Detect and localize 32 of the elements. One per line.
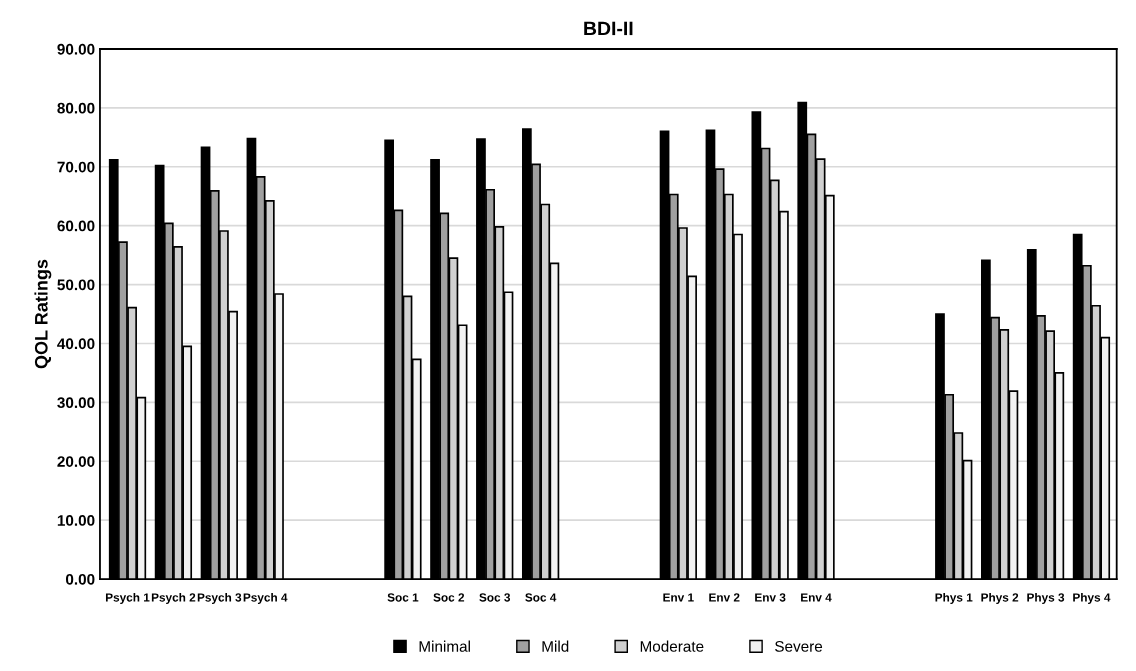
x-tick-label: Env 4: [801, 593, 832, 602]
legend-label: Moderate: [640, 640, 704, 652]
x-tick-label: Phys 3: [1027, 592, 1065, 604]
y-tick-label: 90.00: [57, 43, 95, 55]
legend-label: Mild: [542, 640, 569, 652]
y-tick-label: 70.00: [57, 161, 95, 173]
x-tick-label: Env 1: [663, 593, 694, 602]
y-tick-label: 30.00: [57, 397, 95, 409]
x-tick-label: Phys 2: [981, 592, 1019, 604]
y-tick-label: 10.00: [57, 515, 95, 526]
x-tick-label: Soc 2: [433, 593, 465, 602]
x-tick-label: Psych 3: [197, 592, 242, 604]
x-tick-label: Phys 1: [935, 592, 973, 604]
x-tick-label: Psych 2: [151, 592, 196, 604]
y-tick-label: 40.00: [57, 338, 95, 350]
x-tick-label: Env 3: [755, 593, 786, 602]
y-axis-title: QOL Ratings: [34, 259, 52, 369]
y-tick-label: 60.00: [57, 220, 95, 232]
x-tick-label: Psych 1: [105, 592, 150, 604]
y-tick-label: 50.00: [57, 279, 95, 291]
y-tick-label: 80.00: [57, 102, 95, 114]
legend-label: Minimal: [419, 640, 470, 652]
legend-label: Severe: [775, 641, 823, 652]
x-tick-label: Phys 4: [1073, 592, 1111, 604]
x-tick-label: Env 2: [709, 593, 740, 602]
y-tick-label: 20.00: [57, 456, 95, 467]
x-tick-label: Soc 3: [479, 593, 511, 602]
x-tick-label: Soc 4: [525, 593, 557, 602]
x-tick-label: Soc 1: [387, 593, 419, 602]
chart-title: BDI-II: [584, 21, 633, 36]
x-tick-label: Psych 4: [243, 592, 288, 604]
y-tick-label: 0.00: [65, 573, 95, 585]
